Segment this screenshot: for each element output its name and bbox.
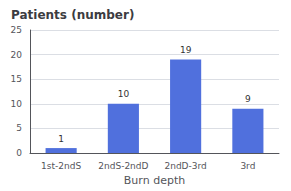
svg-text:Patients (number): Patients (number) bbox=[11, 8, 134, 22]
svg-text:3rd: 3rd bbox=[240, 161, 255, 171]
svg-text:10: 10 bbox=[118, 89, 130, 99]
svg-text:1: 1 bbox=[58, 134, 64, 144]
svg-text:2ndD-3rd: 2ndD-3rd bbox=[164, 161, 206, 171]
svg-text:2ndS-2ndD: 2ndS-2ndD bbox=[98, 161, 148, 171]
svg-text:Burn depth: Burn depth bbox=[124, 174, 185, 187]
svg-text:1st-2ndS: 1st-2ndS bbox=[41, 161, 81, 171]
svg-text:10: 10 bbox=[11, 99, 23, 109]
svg-text:20: 20 bbox=[11, 50, 23, 60]
svg-text:19: 19 bbox=[180, 45, 192, 55]
svg-text:25: 25 bbox=[11, 25, 22, 35]
svg-text:9: 9 bbox=[245, 94, 251, 104]
svg-text:5: 5 bbox=[16, 123, 22, 133]
svg-text:15: 15 bbox=[11, 74, 22, 84]
svg-text:0: 0 bbox=[16, 148, 22, 158]
